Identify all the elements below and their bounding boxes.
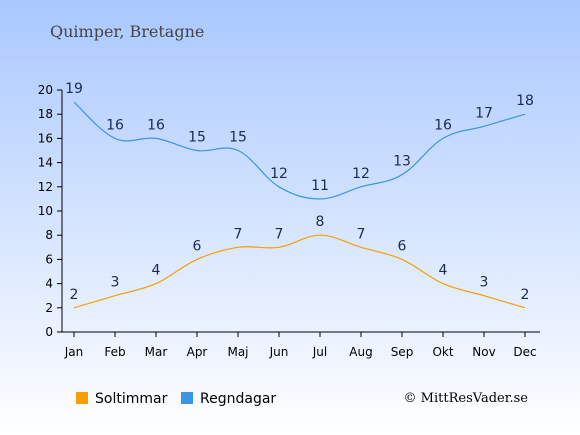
data-label-soltimmar: 7 bbox=[357, 226, 366, 242]
y-tick-label: 14 bbox=[38, 156, 53, 170]
x-tick-label: Sep bbox=[391, 345, 414, 359]
data-label-soltimmar: 4 bbox=[152, 263, 161, 279]
y-tick-label: 2 bbox=[45, 301, 53, 315]
data-label-regndagar: 15 bbox=[188, 130, 206, 146]
data-label-soltimmar: 2 bbox=[70, 287, 79, 303]
y-tick-label: 4 bbox=[45, 277, 53, 291]
x-tick-label: Jun bbox=[269, 345, 289, 359]
data-label-soltimmar: 6 bbox=[398, 238, 407, 254]
x-tick-label: Okt bbox=[432, 345, 453, 359]
data-label-regndagar: 18 bbox=[516, 93, 534, 109]
data-label-soltimmar: 3 bbox=[480, 275, 489, 291]
series-line-soltimmar bbox=[73, 234, 526, 309]
data-label-regndagar: 16 bbox=[106, 117, 124, 133]
axes: 0 2 4 6 8 10 12 14 16 18 20 Jan Feb Mar Apr Maj Jun Jul Au… bbox=[38, 83, 540, 359]
credit-text: © MittResVader.se bbox=[404, 391, 529, 406]
legend-label-regndagar: Regndagar bbox=[200, 391, 276, 407]
data-label-soltimmar: 3 bbox=[111, 275, 120, 291]
series-layer bbox=[73, 101, 526, 309]
data-label-soltimmar: 4 bbox=[439, 263, 448, 279]
data-label-soltimmar: 2 bbox=[521, 287, 530, 303]
data-label-regndagar: 17 bbox=[475, 105, 493, 121]
data-label-regndagar: 13 bbox=[393, 154, 411, 170]
series-line-regndagar bbox=[73, 101, 526, 200]
x-tick-label: Nov bbox=[472, 345, 495, 359]
data-label-regndagar: 15 bbox=[229, 130, 247, 146]
y-tick-label: 12 bbox=[38, 180, 53, 194]
y-tick-label: 16 bbox=[38, 131, 53, 145]
x-tick-label: Maj bbox=[227, 345, 248, 359]
x-tick-label: Dec bbox=[513, 345, 536, 359]
data-label-soltimmar: 7 bbox=[234, 226, 243, 242]
x-tick-label: Mar bbox=[145, 345, 168, 359]
data-label-regndagar: 12 bbox=[270, 166, 288, 182]
y-tick-label: 20 bbox=[38, 83, 53, 97]
y-tick-label: 10 bbox=[38, 204, 53, 218]
data-label-regndagar: 12 bbox=[352, 166, 370, 182]
y-tick-label: 0 bbox=[45, 325, 53, 339]
data-labels: 2 3 4 6 7 7 8 7 6 4 3 2 19 16 16 15 15 12 11 12 13 16 17 18 bbox=[65, 81, 534, 303]
y-tick-label: 6 bbox=[45, 252, 53, 266]
x-tick-label: Jul bbox=[312, 345, 327, 359]
data-label-regndagar: 11 bbox=[311, 178, 329, 194]
x-tick-label: Aug bbox=[349, 345, 372, 359]
y-tick-label: 18 bbox=[38, 107, 53, 121]
legend-label-soltimmar: Soltimmar bbox=[95, 391, 168, 407]
x-tick-label: Feb bbox=[104, 345, 125, 359]
data-label-regndagar: 19 bbox=[65, 81, 83, 97]
legend: Soltimmar Regndagar bbox=[76, 391, 276, 407]
chart-title: Quimper, Bretagne bbox=[50, 22, 204, 41]
data-label-regndagar: 16 bbox=[147, 117, 165, 133]
legend-swatch-regndagar bbox=[181, 392, 193, 404]
x-tick-label: Jan bbox=[64, 345, 84, 359]
legend-swatch-soltimmar bbox=[76, 392, 88, 404]
data-label-soltimmar: 8 bbox=[316, 214, 325, 230]
data-label-soltimmar: 6 bbox=[193, 238, 202, 254]
data-label-regndagar: 16 bbox=[434, 117, 452, 133]
x-tick-label: Apr bbox=[187, 345, 208, 359]
y-tick-label: 8 bbox=[45, 228, 53, 242]
data-label-soltimmar: 7 bbox=[275, 226, 284, 242]
